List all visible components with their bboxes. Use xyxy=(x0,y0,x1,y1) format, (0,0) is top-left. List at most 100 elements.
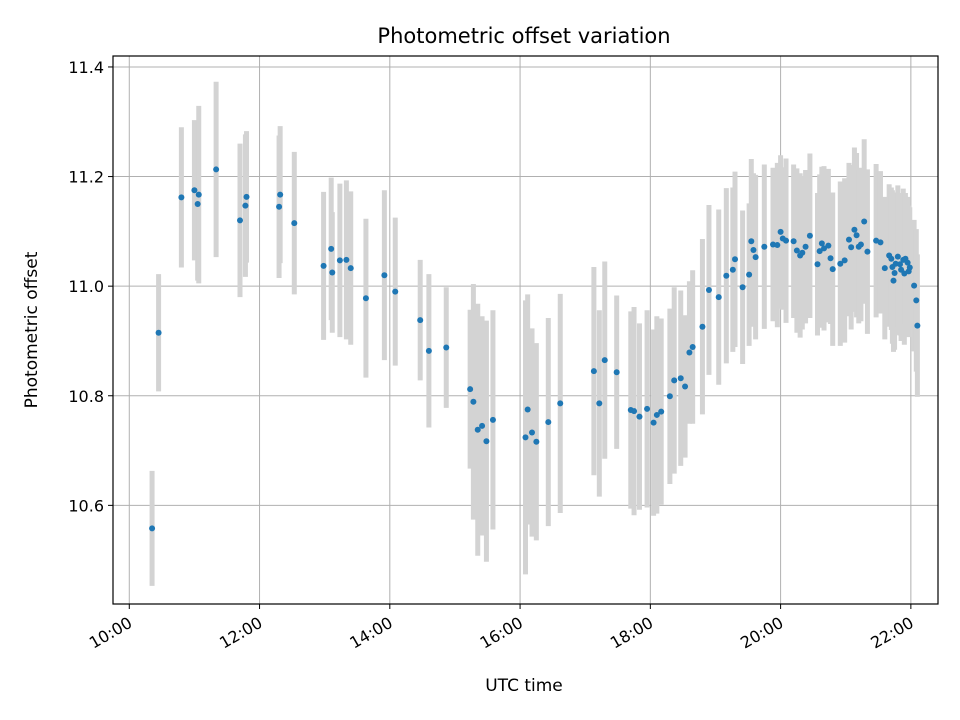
data-point xyxy=(347,265,354,272)
data-point xyxy=(732,256,739,263)
data-point xyxy=(194,200,201,207)
data-point xyxy=(666,393,673,400)
data-point xyxy=(848,244,855,251)
data-point xyxy=(381,272,388,279)
data-point xyxy=(821,245,828,252)
data-point xyxy=(178,194,185,201)
data-point xyxy=(913,297,920,304)
data-point xyxy=(864,248,871,255)
data-point xyxy=(195,191,202,198)
data-point xyxy=(522,434,529,441)
data-point xyxy=(237,217,244,224)
data-point xyxy=(658,408,665,415)
data-point xyxy=(853,232,860,239)
data-point xyxy=(827,255,834,262)
data-point xyxy=(474,426,481,433)
data-point xyxy=(529,429,536,436)
data-point xyxy=(671,377,678,384)
data-point xyxy=(914,322,921,329)
data-point xyxy=(729,266,736,273)
data-point xyxy=(851,226,858,233)
data-point xyxy=(911,282,918,289)
data-point xyxy=(906,264,913,271)
data-point xyxy=(213,166,220,173)
data-point xyxy=(443,344,450,351)
plot-frame xyxy=(112,55,939,605)
data-point xyxy=(699,323,706,330)
data-point xyxy=(425,347,432,354)
data-point xyxy=(362,295,369,302)
data-point xyxy=(467,386,474,393)
data-point xyxy=(631,408,638,415)
data-point xyxy=(636,413,643,420)
data-point xyxy=(888,255,895,262)
data-point xyxy=(343,256,350,263)
data-point xyxy=(417,317,424,324)
data-point xyxy=(857,241,864,248)
data-point xyxy=(715,294,722,301)
data-point xyxy=(596,400,603,407)
data-point xyxy=(242,202,249,209)
data-point xyxy=(489,416,496,423)
data-point xyxy=(748,238,755,245)
data-point xyxy=(761,243,768,250)
y-tick-label: 11.2 xyxy=(68,168,104,187)
data-point xyxy=(750,246,757,253)
data-point xyxy=(829,266,836,273)
data-point xyxy=(881,265,888,272)
y-tick-label: 11.0 xyxy=(68,277,104,296)
data-point xyxy=(891,270,898,277)
data-point xyxy=(897,261,904,268)
chart-title: Photometric offset variation xyxy=(377,24,670,48)
data-point xyxy=(877,239,884,246)
data-point xyxy=(336,257,343,264)
data-point xyxy=(329,269,336,276)
data-point xyxy=(799,249,806,256)
data-point xyxy=(533,438,540,445)
data-point xyxy=(479,422,486,429)
data-point xyxy=(818,240,825,247)
data-point xyxy=(277,191,284,198)
data-point xyxy=(746,271,753,278)
data-point xyxy=(814,261,821,268)
data-point xyxy=(590,368,597,375)
y-tick-label: 10.6 xyxy=(68,496,104,515)
data-point xyxy=(845,236,852,243)
data-point xyxy=(392,288,399,295)
data-point xyxy=(777,228,784,235)
data-point xyxy=(739,284,746,291)
y-axis-ticks: 10.6 10.8 11.0 11.2 11.4 xyxy=(68,58,113,515)
data-point xyxy=(752,254,759,261)
data-point xyxy=(601,357,608,364)
data-point xyxy=(806,232,813,239)
data-point xyxy=(783,237,790,244)
data-point xyxy=(682,383,689,390)
data-point xyxy=(793,247,800,254)
data-point xyxy=(686,349,693,356)
data-point xyxy=(653,411,660,418)
data-point xyxy=(705,286,712,293)
y-tick-label: 10.8 xyxy=(68,387,104,406)
data-point xyxy=(243,193,250,200)
data-point xyxy=(816,248,823,255)
data-point xyxy=(545,419,552,426)
data-point xyxy=(894,253,901,260)
data-point xyxy=(825,242,832,249)
data-point xyxy=(524,406,531,413)
data-point xyxy=(650,419,657,426)
data-point xyxy=(790,238,797,245)
data-point xyxy=(320,262,327,269)
data-point xyxy=(191,187,198,194)
y-axis-label: Photometric offset xyxy=(22,251,42,408)
data-point xyxy=(470,398,477,405)
data-point xyxy=(837,260,844,267)
data-point xyxy=(155,329,162,336)
data-point xyxy=(861,218,868,225)
data-point xyxy=(149,525,156,532)
data-point xyxy=(613,369,620,376)
data-point xyxy=(644,405,651,412)
y-tick-label: 11.4 xyxy=(68,58,104,77)
data-point xyxy=(276,203,283,210)
